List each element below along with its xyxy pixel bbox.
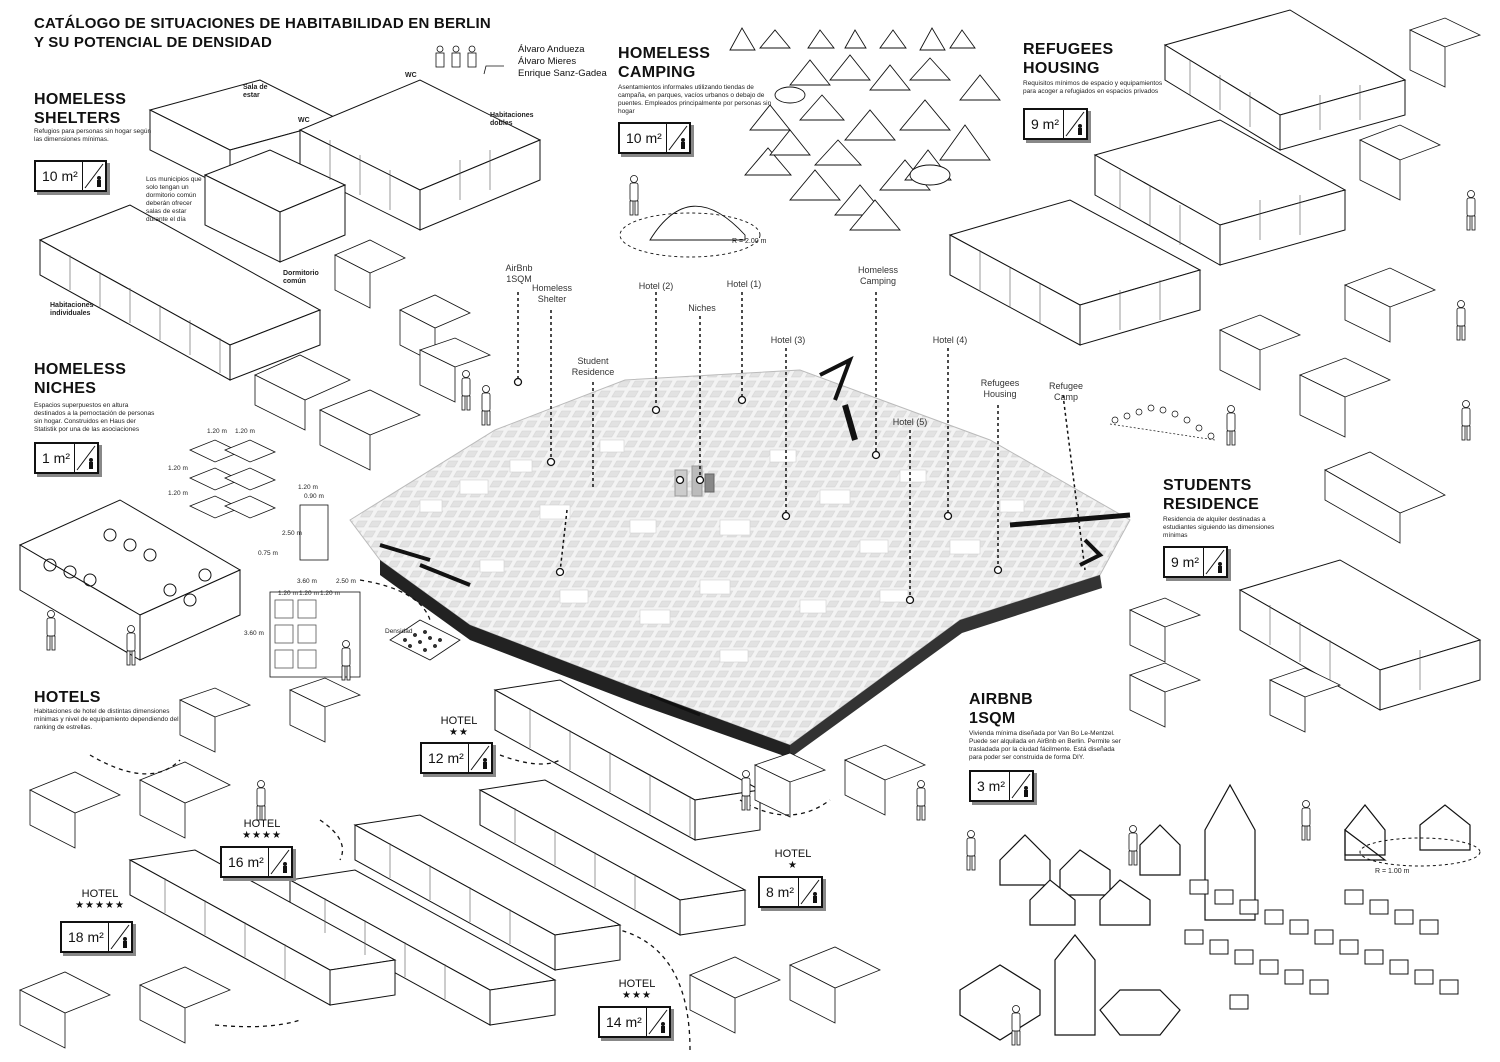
homeless-shelters-title: HOMELESS SHELTERS <box>34 91 127 127</box>
homeless-shelters-desc: Refugios para personas sin hogar según l… <box>34 128 152 143</box>
airbnb-desc: Vivienda mínima diseñada por Van Bo Le-M… <box>969 730 1121 761</box>
person-scale-icon <box>665 124 689 152</box>
hotel-3-stars: ★★★ <box>622 990 652 1001</box>
map-label-airbnb: AirBnb 1SQM <box>505 263 533 284</box>
person-scale-icon <box>267 848 291 876</box>
tents-cluster <box>619 27 1001 258</box>
person-scale-icon <box>81 162 105 190</box>
hotel-2-area-box: 12 m² <box>420 742 493 774</box>
label-habitaciones-dobles: Habitaciones dobles <box>490 112 534 127</box>
airbnb-area-box: 3 m² <box>969 770 1034 802</box>
title-line-2: Y SU POTENCIAL DE DENSIDAD <box>34 34 273 51</box>
label-densidad: Densidad <box>385 628 413 635</box>
map-leader-lines <box>517 292 1086 600</box>
homeless-niches-desc: Espacios superpuestos en altura destinad… <box>34 402 155 433</box>
dim-9: 2.50 m <box>336 578 356 585</box>
map-label-refugee-camp: Refugee Camp <box>1048 381 1084 402</box>
hotel-4-stars: ★★★★ <box>242 830 282 841</box>
isometric-room-blocks <box>18 9 1482 1026</box>
homeless-niches-area-box: 1 m² <box>34 442 99 474</box>
map-label-hotel-3: Hotel (3) <box>770 335 806 345</box>
dim-14: 0.75 m <box>258 550 278 557</box>
refugees-housing-desc: Requisitos mínimos de espacio y equipami… <box>1023 80 1163 95</box>
hotel-4-label: HOTEL ★★★★ <box>234 818 290 842</box>
label-dormitorio-comun: Dormitorio común <box>283 270 319 285</box>
hotel-1-area-box: 8 m² <box>758 876 823 908</box>
hotels-title: HOTELS <box>34 689 101 706</box>
hotel-5-label: HOTEL ★★★★★ <box>72 888 128 912</box>
dim-12: 1.20 m <box>299 590 319 597</box>
students-residence-area-box: 9 m² <box>1163 546 1228 578</box>
author-3: Enrique Sanz-Gadea <box>518 68 607 79</box>
hotel-5-area-box: 18 m² <box>60 921 133 953</box>
city-map <box>349 355 1131 758</box>
map-label-hotel-2: Hotel (2) <box>638 281 674 291</box>
person-scale-icon <box>1009 772 1032 800</box>
airbnb-radius: R = 1.00 m <box>1375 868 1410 875</box>
hotel-5-stars: ★★★★★ <box>75 900 125 911</box>
area-value: 1 m² <box>42 450 70 466</box>
dim-13: 1.20 m <box>320 590 340 597</box>
label-wc-1: WC <box>405 72 417 79</box>
homeless-camping-area-box: 10 m² <box>618 122 691 154</box>
person-scale-icon <box>467 744 491 772</box>
dim-5: 1.20 m <box>298 484 318 491</box>
homeless-camping-title: HOMELESS CAMPING <box>618 45 711 81</box>
person-scale-icon <box>1063 110 1086 138</box>
dim-11: 1.20 m <box>278 590 298 597</box>
dim-10: 3.60 m <box>244 630 264 637</box>
area-value: 10 m² <box>42 168 78 184</box>
hotel-2-stars: ★★ <box>449 727 469 738</box>
author-2: Álvaro Mieres <box>518 56 577 67</box>
airbnb-title: AIRBNB 1SQM <box>969 691 1034 727</box>
hotels-desc: Habitaciones de hotel de distintas dimen… <box>34 708 179 731</box>
label-habitaciones-individuales: Habitaciones individuales <box>50 302 94 317</box>
refugees-housing-area-box: 9 m² <box>1023 108 1088 140</box>
dim-3: 1.20 m <box>168 465 188 472</box>
homeless-shelters-area-box: 10 m² <box>34 160 107 192</box>
shelter-note: Los municipios que solo tengan un dormit… <box>146 176 202 223</box>
map-label-refugees: Refugees Housing <box>980 378 1020 399</box>
person-scale-icon <box>74 444 97 472</box>
dim-7: 2.50 m <box>282 530 302 537</box>
authors: Álvaro Andueza Álvaro Mieres Enrique San… <box>518 44 607 80</box>
map-label-niches: Niches <box>688 303 716 313</box>
map-label-student: Student Residence <box>571 356 615 377</box>
students-residence-desc: Residencia de alquiler destinadas a estu… <box>1163 516 1275 539</box>
refugees-housing-title: REFUGEES HOUSING <box>1023 41 1114 77</box>
person-scale-icon <box>107 923 131 951</box>
homeless-camping-desc: Asentamientos informales utilizando tien… <box>618 84 772 115</box>
dim-4: 1.20 m <box>168 490 188 497</box>
author-1: Álvaro Andueza <box>518 44 585 55</box>
person-scale-icon <box>645 1008 669 1036</box>
hotel-4-area-box: 16 m² <box>220 846 293 878</box>
airbnb-huts <box>959 783 1471 1041</box>
map-label-camping: Homeless Camping <box>857 265 898 286</box>
dim-1: 1.20 m <box>207 428 227 435</box>
dim-2: 1.20 m <box>235 428 255 435</box>
hotel-3-area-box: 14 m² <box>598 1006 671 1038</box>
hotel-3-label: HOTEL ★★★ <box>612 978 662 1002</box>
homeless-niches-title: HOMELESS NICHES <box>34 361 127 397</box>
hotel-1-stars: ★ <box>788 860 798 871</box>
person-scale-icon <box>1203 548 1226 576</box>
poster-title: CATÁLOGO DE SITUACIONES DE HABITABILIDAD… <box>34 14 491 52</box>
map-label-hotel-5: Hotel (5) <box>892 417 928 427</box>
dim-8: 3.60 m <box>297 578 317 585</box>
students-residence-title: STUDENTS RESIDENCE <box>1163 477 1260 513</box>
label-wc-2: WC <box>298 117 310 124</box>
hotel-1-label: HOTEL ★ <box>768 848 818 872</box>
label-sala-estar: Sala de estar <box>243 84 268 99</box>
dim-6: 0.90 m <box>304 493 324 500</box>
tent-radius: R = 2.00 m <box>732 238 767 245</box>
person-scale-icon <box>798 878 821 906</box>
title-line-1: CATÁLOGO DE SITUACIONES DE HABITABILIDAD… <box>34 15 491 32</box>
author-figures-icon <box>434 44 509 76</box>
hotel-2-label: HOTEL ★★ <box>436 715 482 739</box>
map-label-shelter: Homeless Shelter <box>531 283 572 304</box>
map-label-hotel-4: Hotel (4) <box>932 335 968 345</box>
map-label-hotel-1: Hotel (1) <box>726 279 762 289</box>
